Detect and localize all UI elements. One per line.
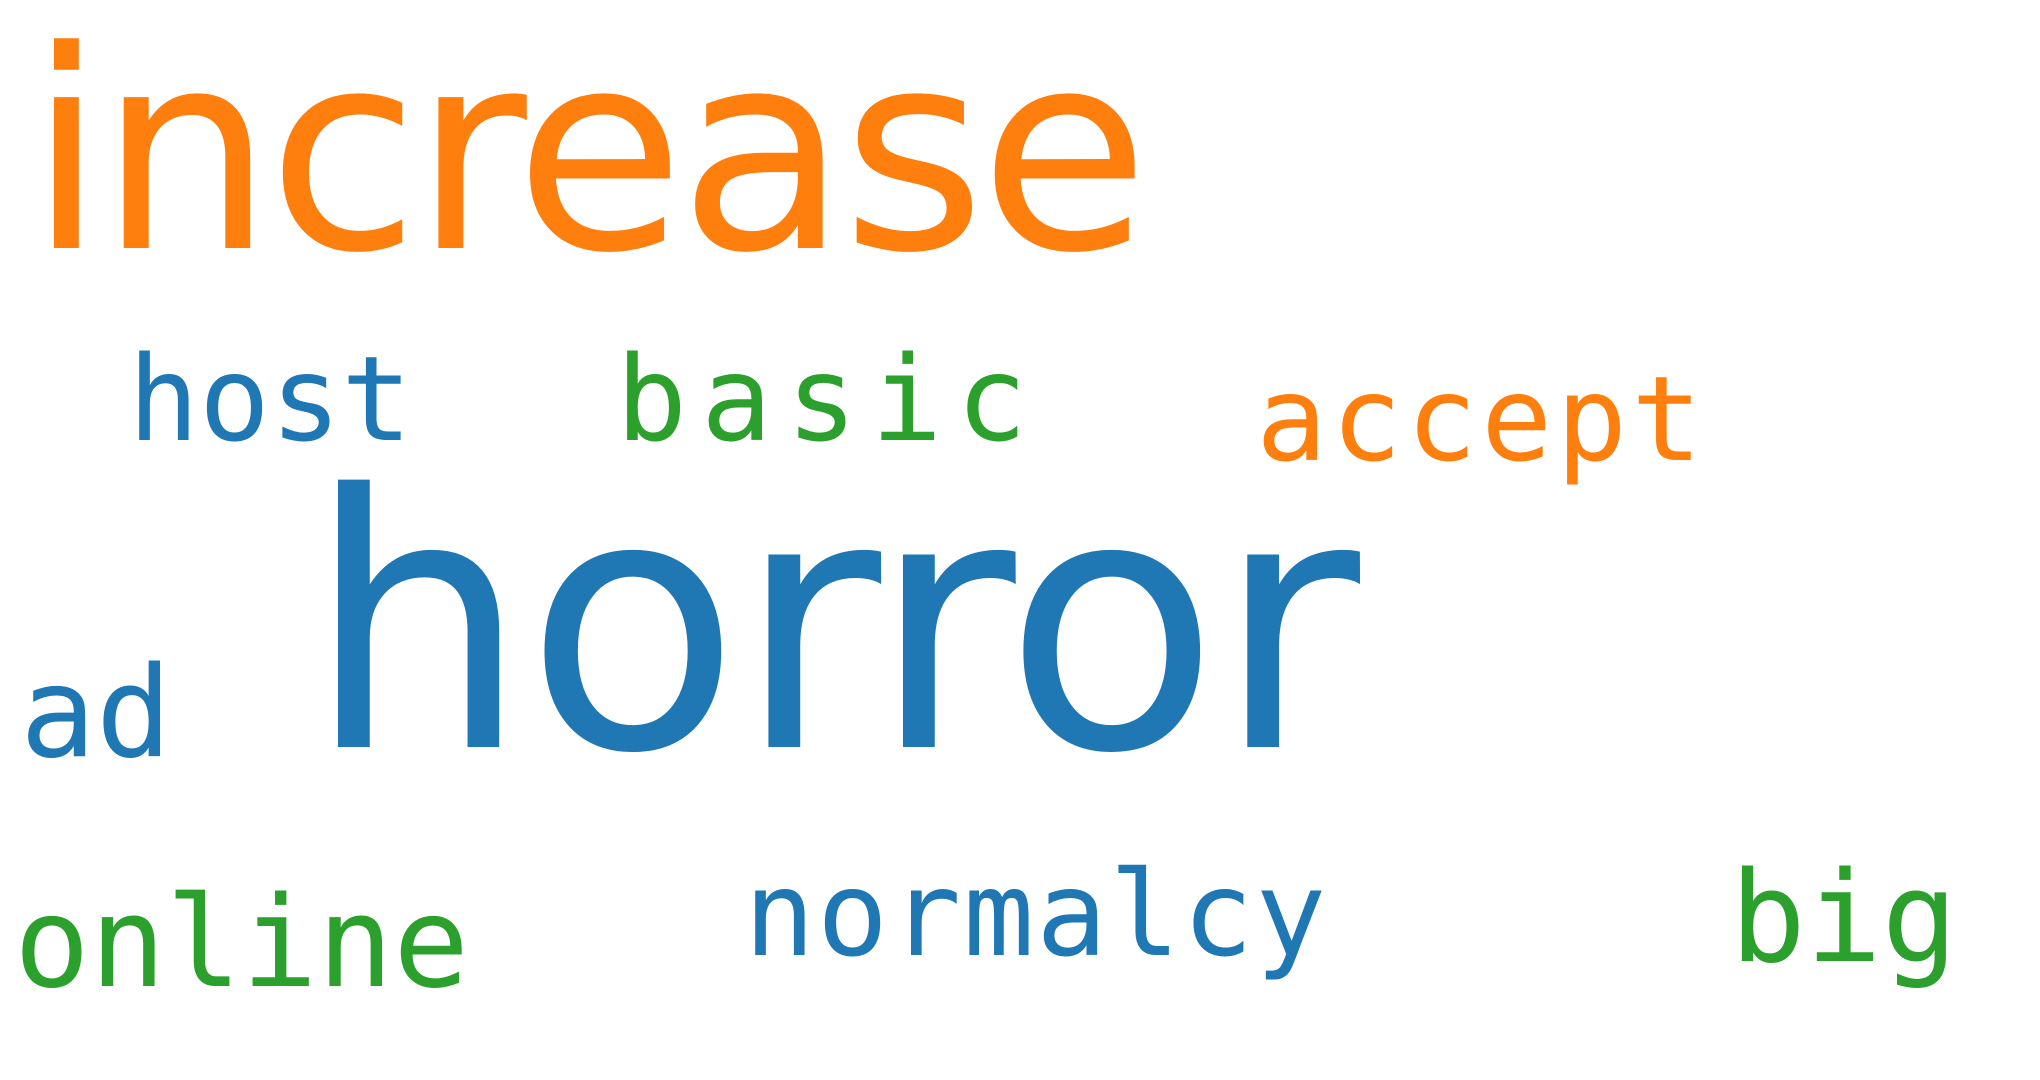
word-normalcy: normalcy [744,845,1329,983]
word-increase: increase [28,0,1149,314]
word-ad: ad [20,639,172,786]
word-horror: horror [306,421,1360,831]
word-online: online [14,869,470,1016]
word-accept: accept [1256,350,1707,488]
word-basic: basic [616,330,1042,468]
word-big: big [1730,844,1958,991]
word-host: host [128,330,413,468]
